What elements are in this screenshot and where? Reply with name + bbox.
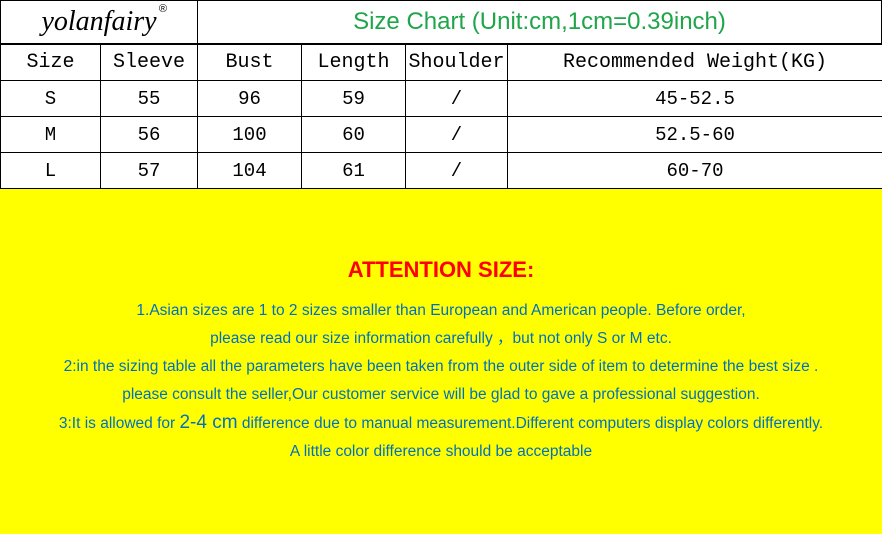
table-row: S559659/45-52.5 [1,81,882,117]
col-header-size: Size [1,45,101,81]
header-row: yolanfairy ® Size Chart (Unit:cm,1cm=0.3… [0,0,882,44]
attention-panel: ATTENTION SIZE: 1.Asian sizes are 1 to 2… [0,189,882,534]
brand-cell: yolanfairy ® [1,1,198,43]
table-cell: 60-70 [508,153,882,189]
table-cell: 61 [302,153,406,189]
table-cell: / [406,81,508,117]
line3-suffix: difference due to manual measurement.Dif… [238,415,824,432]
attention-line: please read our size information careful… [210,325,672,353]
table-cell: 56 [101,117,198,153]
col-header-sleeve: Sleeve [101,45,198,81]
table-cell: 45-52.5 [508,81,882,117]
table-cell: 100 [198,117,302,153]
table-cell: 104 [198,153,302,189]
attention-title: ATTENTION SIZE: [348,257,535,283]
registered-mark-icon: ® [159,3,167,15]
col-header-shoulder: Shoulder [406,45,508,81]
table-cell: 57 [101,153,198,189]
table-cell: M [1,117,101,153]
col-header-weight: Recommended Weight(KG) [508,45,882,81]
table-cell: 60 [302,117,406,153]
table-cell: / [406,117,508,153]
chart-title: Size Chart (Unit:cm,1cm=0.39inch) [353,8,726,36]
attention-line: 2:in the sizing table all the parameters… [64,353,819,381]
attention-line: 1.Asian sizes are 1 to 2 sizes smaller t… [136,297,745,325]
table-body: S559659/45-52.5M5610060/52.5-60L5710461/… [1,81,882,189]
table-row: M5610060/52.5-60 [1,117,882,153]
line3-emphasis: 2-4 cm [179,412,237,433]
table-cell: 59 [302,81,406,117]
attention-last-line: A little color difference should be acce… [290,438,592,466]
table-header-row: Size Sleeve Bust Length Shoulder Recomme… [1,45,882,81]
attention-line-3: 3:It is allowed for 2-4 cm difference du… [59,409,823,438]
line3-prefix: 3:It is allowed for [59,415,180,432]
attention-line: please consult the seller,Our customer s… [122,381,760,409]
col-header-length: Length [302,45,406,81]
table-cell: 96 [198,81,302,117]
table-cell: / [406,153,508,189]
table-cell: 52.5-60 [508,117,882,153]
title-cell: Size Chart (Unit:cm,1cm=0.39inch) [198,1,881,43]
size-table: Size Sleeve Bust Length Shoulder Recomme… [0,44,882,189]
table-cell: L [1,153,101,189]
table-row: L5710461/60-70 [1,153,882,189]
table-cell: S [1,81,101,117]
col-header-bust: Bust [198,45,302,81]
table-cell: 55 [101,81,198,117]
brand-name: yolanfairy [41,6,156,38]
